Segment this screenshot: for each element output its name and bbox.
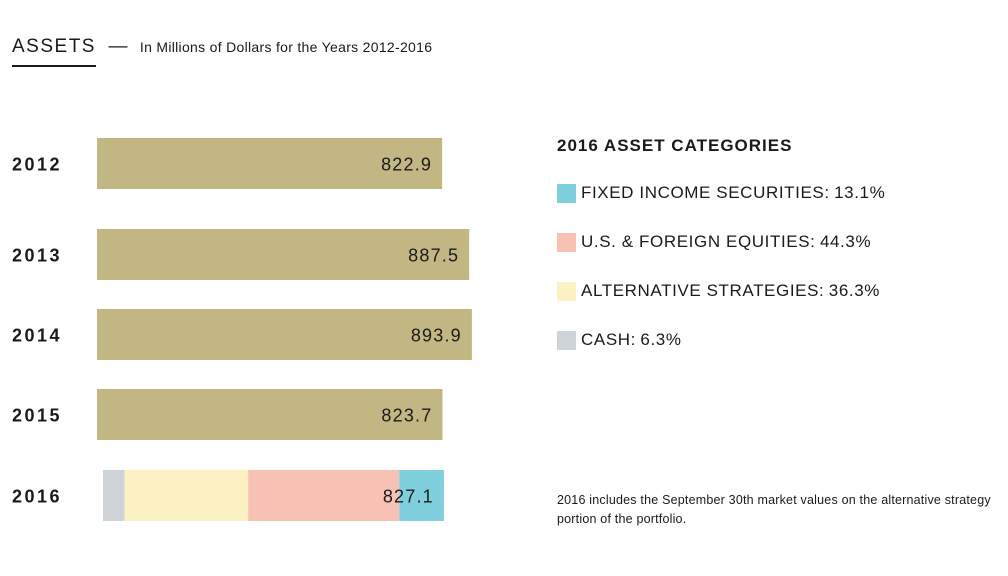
legend-item-alternative: ALTERNATIVE STRATEGIES: 36.3% <box>557 280 885 302</box>
year-label: 2016 <box>12 487 62 507</box>
legend-swatch-cash <box>557 330 576 350</box>
legend-label: FIXED INCOME SECURITIES: <box>581 183 830 202</box>
bar-segment <box>103 470 125 521</box>
bar-segment <box>124 470 249 521</box>
year-label: 2013 <box>12 246 62 266</box>
bar <box>97 229 470 280</box>
footnote: 2016 includes the September 30th market … <box>557 493 991 526</box>
bar-segment <box>399 470 444 521</box>
legend-swatch-fixed-income <box>557 183 576 203</box>
value-label: 827.1 <box>383 487 434 507</box>
legend-label: ALTERNATIVE STRATEGIES: <box>581 281 825 300</box>
legend-value: 13.1% <box>834 183 886 202</box>
year-label: 2015 <box>12 406 62 426</box>
year-label: 2012 <box>12 155 62 175</box>
legend-item-equities: U.S. & FOREIGN EQUITIES: 44.3% <box>557 231 885 253</box>
legend-value: 6.3% <box>640 330 682 349</box>
legend-title: 2016 ASSET CATEGORIES <box>557 136 793 155</box>
value-label: 887.5 <box>408 246 459 266</box>
legend: 2016 ASSET CATEGORIES FIXED INCOME SECUR… <box>557 136 885 378</box>
bar-segment <box>248 470 400 521</box>
bar-chart: 2012 822.9 2013 887.5 2014 893.9 2015 823.7 2016… <box>12 138 472 521</box>
value-label: 893.9 <box>411 326 462 346</box>
legend-value: 36.3% <box>828 281 880 300</box>
title-dash: — <box>108 36 128 57</box>
legend-item-fixed-income: FIXED INCOME SECURITIES: 13.1% <box>557 182 885 204</box>
legend-swatch-alternative <box>557 281 576 301</box>
value-label: 823.7 <box>381 406 432 426</box>
legend-swatch-equities <box>557 232 576 252</box>
bar <box>97 389 443 440</box>
legend-label: U.S. & FOREIGN EQUITIES: <box>581 232 816 251</box>
chart-subtitle: In Millions of Dollars for the Years 201… <box>139 39 433 55</box>
value-label: 822.9 <box>381 155 432 175</box>
bar <box>97 309 472 360</box>
chart-header: ASSETS — In Millions of Dollars for the … <box>12 36 432 67</box>
chart-title: ASSETS <box>12 36 96 67</box>
legend-value: 44.3% <box>819 232 872 251</box>
legend-item-cash: CASH: 6.3% <box>557 329 885 351</box>
year-label: 2014 <box>12 326 62 346</box>
bar <box>97 138 443 189</box>
legend-label: CASH: <box>581 330 636 349</box>
